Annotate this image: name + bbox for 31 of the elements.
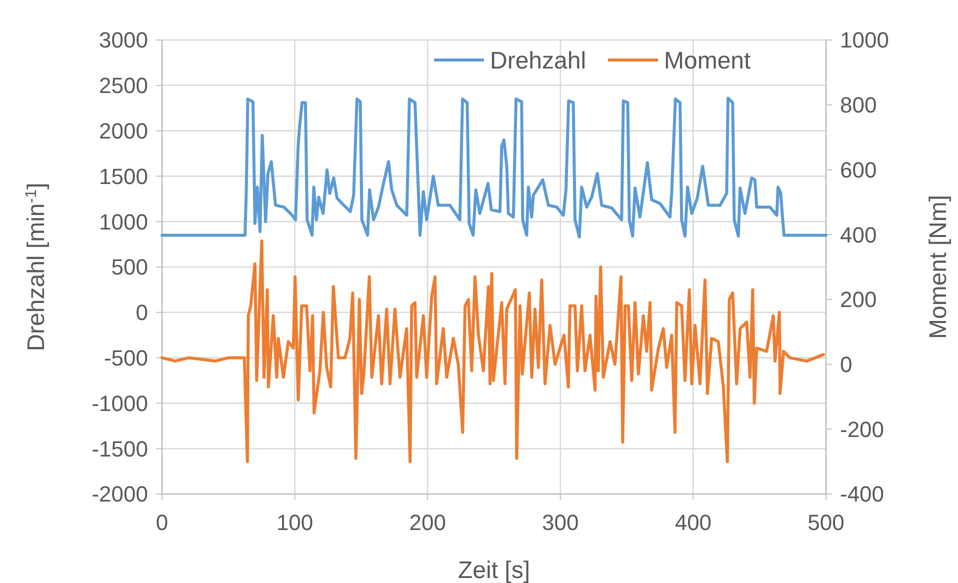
line-series — [160, 240, 825, 464]
x-tick-label: 100 — [276, 510, 314, 535]
x-tick-label: 400 — [674, 510, 712, 535]
y-tick-label: -1000 — [92, 390, 148, 416]
y2-tick-label: -400 — [840, 482, 884, 507]
x-axis-title: Zeit [s] — [458, 557, 530, 583]
y2-tick-label: 400 — [840, 222, 877, 248]
y-tick-label: 0 — [136, 300, 148, 326]
x-tick-label: 500 — [808, 510, 844, 535]
line-series — [160, 96, 828, 239]
y2-tick-label: 600 — [840, 157, 877, 182]
y2-tick-label: 200 — [840, 287, 877, 312]
y-tick-label: 3000 — [99, 28, 148, 53]
y2-tick-label: 800 — [840, 92, 877, 118]
y-tick-label: 2500 — [99, 73, 148, 98]
y2-axis-title: Moment [Nm] — [925, 194, 952, 340]
y-tick-label: 1000 — [99, 209, 148, 234]
y-tick-label: 1500 — [99, 164, 148, 189]
y2-tick-label: -200 — [840, 416, 884, 442]
x-tick-label: 0 — [156, 510, 168, 535]
legend-label: Drehzahl — [490, 47, 586, 74]
y2-tick-label: 1000 — [840, 28, 889, 53]
y-tick-label: -2000 — [92, 482, 148, 507]
y2-tick-label: 0 — [840, 352, 852, 377]
y-tick-label: -500 — [104, 346, 148, 370]
y-tick-label: 2000 — [99, 118, 148, 144]
x-tick-label: 300 — [542, 510, 579, 535]
x-tick-label: 200 — [409, 510, 446, 535]
y-tick-label: 500 — [111, 254, 148, 280]
legend-label: Moment — [664, 47, 752, 74]
y-tick-label: -1500 — [92, 436, 148, 462]
